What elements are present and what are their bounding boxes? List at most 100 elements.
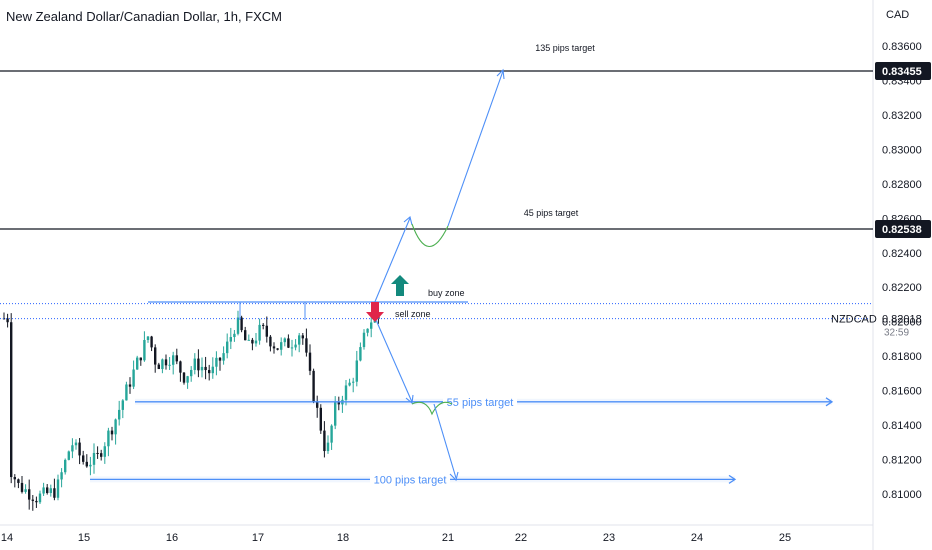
target-arrowhead (825, 397, 834, 407)
x-tick-label: 25 (779, 532, 791, 544)
candle-body (67, 451, 70, 460)
candle-body (175, 355, 178, 362)
candle-body (254, 340, 258, 344)
candle-body (42, 487, 45, 494)
candle-body (226, 341, 229, 354)
candle-body (17, 479, 20, 483)
projection-up-2-head (496, 68, 505, 80)
x-tick-label: 16 (166, 532, 178, 544)
y-tick-label: 0.82800 (882, 179, 922, 191)
candle-body (370, 322, 373, 329)
candle-body (251, 339, 254, 344)
candle-body (64, 459, 67, 473)
candle-body (222, 353, 225, 361)
candle-body (132, 369, 135, 387)
candle-body (208, 370, 211, 374)
target-label: 55 pips target (447, 397, 514, 409)
candle-body (168, 364, 171, 366)
candle-body (89, 464, 92, 467)
candle-body (290, 347, 294, 349)
candle-body (305, 338, 308, 353)
candle-body (301, 335, 304, 339)
candle-body (298, 335, 301, 345)
candle-body (56, 479, 60, 498)
candle-body (283, 338, 286, 343)
candle-body (46, 487, 49, 493)
x-tick-label: 24 (691, 532, 703, 544)
candle-body (337, 402, 340, 405)
x-tick-label: 17 (252, 532, 264, 544)
x-tick-label: 21 (442, 532, 454, 544)
pullback-curve-down (411, 401, 453, 416)
sell-zone-label: sell zone (395, 309, 431, 319)
candle-body (107, 430, 110, 447)
candle-body (190, 369, 193, 377)
candle-body (193, 358, 196, 370)
candle-body (114, 419, 117, 435)
candle-body (154, 347, 157, 365)
sell-arrow-icon (366, 302, 384, 322)
price-level-label: 45 pips target (524, 208, 579, 218)
y-tick-label: 0.81600 (882, 386, 922, 398)
pullback-curve-up (411, 223, 449, 247)
projection-up-1-head (403, 216, 413, 226)
candle-body (118, 409, 121, 420)
candle-body (233, 333, 236, 338)
candle-body (352, 381, 355, 383)
candle-body (316, 401, 319, 408)
x-tick-label: 15 (78, 532, 90, 544)
candle-body (71, 445, 74, 452)
candle-body (272, 346, 276, 349)
candle-body (125, 384, 128, 401)
y-tick-label: 0.83000 (882, 144, 922, 156)
price-level-value: 0.82538 (882, 224, 922, 236)
candle-body (157, 364, 160, 370)
candle-body (211, 366, 214, 374)
candle-body (53, 488, 56, 498)
candle-body (128, 384, 132, 387)
candle-body (150, 336, 153, 348)
candle-body (20, 482, 24, 492)
candle-body (6, 318, 9, 323)
candle-body (215, 357, 218, 367)
candle-body (35, 500, 38, 503)
candle-body (74, 442, 78, 446)
candle-body (359, 347, 362, 361)
projection-down-1 (375, 319, 413, 403)
candle-body (38, 493, 42, 503)
price-level-label: 135 pips target (535, 43, 595, 53)
candle-body (164, 359, 168, 366)
candle-body (218, 357, 222, 361)
candle-body (247, 339, 250, 341)
candle-body (197, 358, 200, 371)
y-tick-label: 0.81200 (882, 455, 922, 467)
buy-zone-label: buy zone (428, 288, 465, 298)
candle-body (136, 357, 139, 370)
candle-body (146, 336, 150, 341)
y-tick-label: 0.83600 (882, 41, 922, 53)
projection-down-2-head (449, 471, 459, 482)
candle-body (103, 446, 106, 457)
y-tick-label: 0.82000 (882, 317, 922, 329)
candle-body (236, 317, 240, 334)
candle-body (60, 472, 63, 480)
candle-body (49, 488, 52, 493)
candle-body (78, 442, 81, 456)
candle-body (31, 499, 34, 501)
projection-down-1-head (405, 394, 414, 405)
candle-body (92, 452, 96, 465)
candle-body (319, 407, 322, 431)
symbol-label: NZDCAD (831, 314, 877, 326)
candle-body (24, 489, 27, 492)
countdown-label: 32:59 (884, 328, 909, 339)
candle-body (344, 385, 348, 400)
y-tick-label: 0.82200 (882, 282, 922, 294)
candle-body (326, 442, 330, 452)
candle-body (294, 344, 297, 348)
candle-body (334, 402, 337, 426)
x-tick-label: 22 (515, 532, 527, 544)
x-tick-label: 23 (603, 532, 615, 544)
candle-body (85, 461, 88, 467)
